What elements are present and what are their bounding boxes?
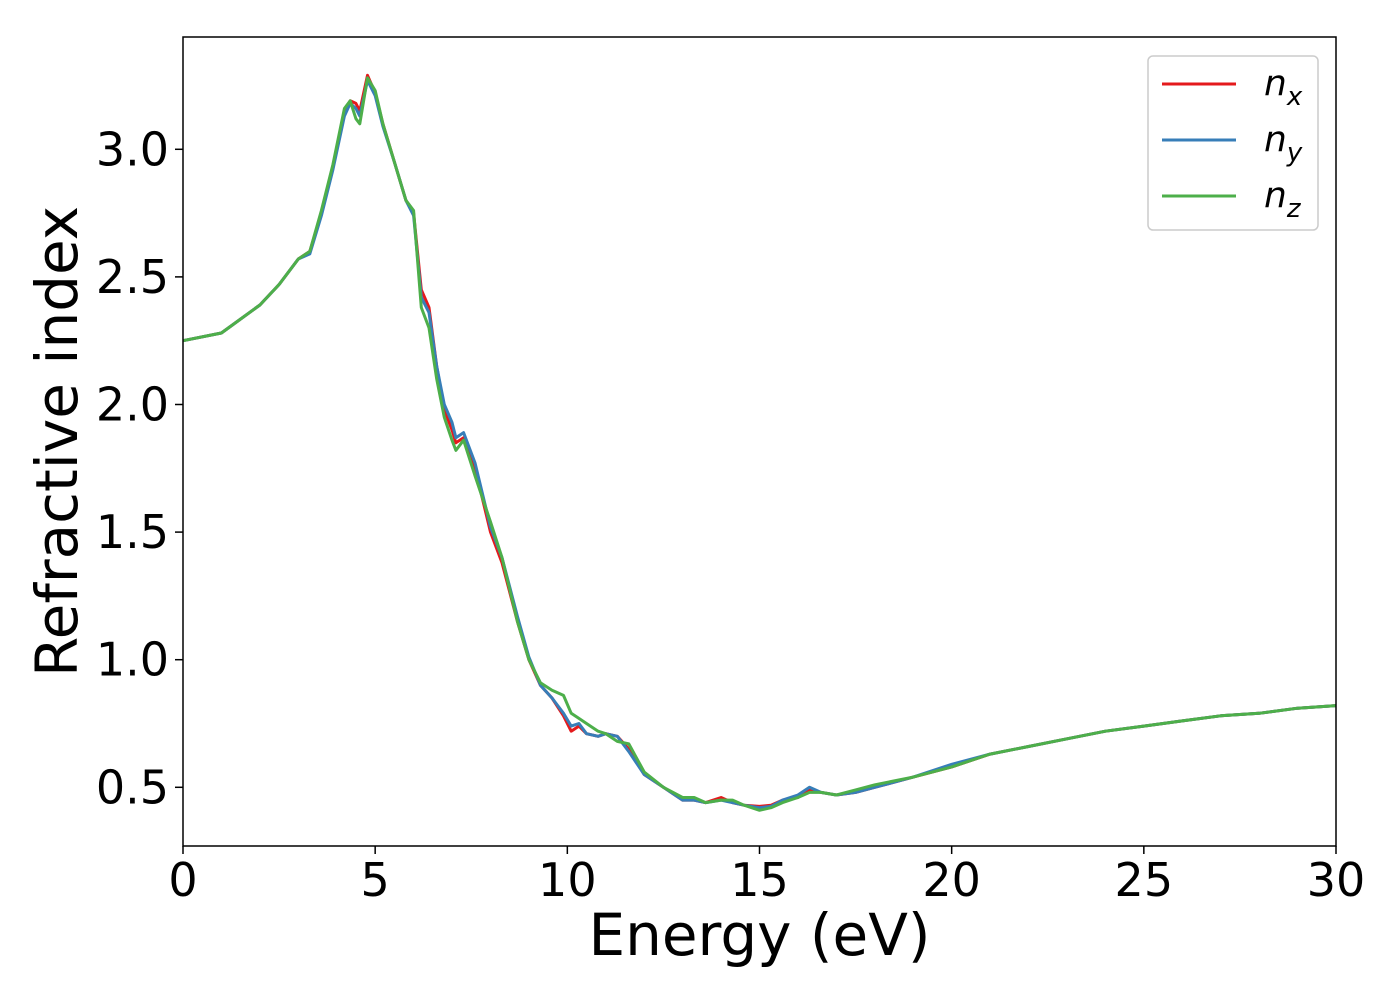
x-tick-label: 20 [922,853,981,907]
x-tick-label: 0 [168,853,197,907]
y-axis-ticks: 0.5 1.0 1.5 2.0 2.5 3.0 [96,122,183,814]
x-tick-label: 25 [1115,853,1174,907]
y-axis-title: Refractive index [23,206,91,677]
legend-box [1147,55,1319,231]
x-tick-label: 30 [1307,853,1366,907]
x-tick-label: 5 [361,853,390,907]
y-tick-label: 1.5 [96,505,169,559]
y-tick-label: 0.5 [96,760,169,814]
y-tick-label: 2.0 [96,377,169,431]
y-tick-label: 1.0 [96,633,169,687]
x-axis-title: Energy (eV) [588,901,930,969]
series-layer [182,73,1337,812]
x-tick-label: 15 [730,853,789,907]
x-tick-label: 10 [538,853,597,907]
series-line-z [182,76,1337,812]
y-tick-label: 2.5 [96,250,169,304]
y-tick-label: 3.0 [96,122,169,176]
x-axis-ticks: 0 5 10 15 20 25 30 [168,846,1365,907]
